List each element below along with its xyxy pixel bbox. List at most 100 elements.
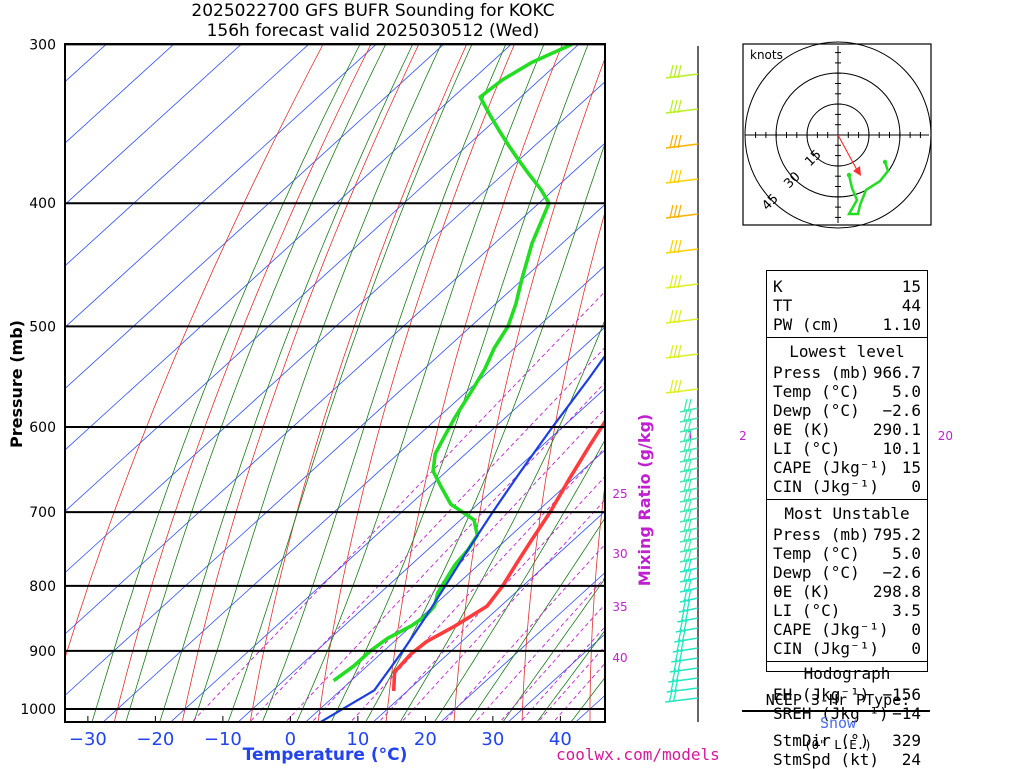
pressure-tick-label: 700	[29, 505, 56, 521]
moist-adiabat-line	[425, 44, 778, 736]
most-unstable-row: CIN (Jkg⁻¹)0	[767, 639, 927, 658]
isotherm-line	[425, 0, 1024, 736]
mixing-ratio-tick-label: 40	[612, 651, 627, 665]
most-unstable-row: θE (K)298.8	[767, 582, 927, 601]
dry-adiabat-line	[111, 0, 725, 736]
most-unstable-label: Temp (°C)	[773, 544, 860, 563]
wind-barb-flag	[670, 100, 673, 113]
mixing-ratio-tick-label: 20	[938, 429, 953, 443]
ptype-divider	[742, 710, 930, 712]
dry-adiabat-line	[1019, 0, 1024, 736]
dry-adiabat-line	[179, 0, 759, 736]
index-label: TT	[773, 296, 792, 315]
site-credit[interactable]: coolwx.com/models	[556, 745, 720, 764]
lowest-level-row: Press (mb)966.7	[767, 363, 927, 382]
mixing-ratio-tick-label: 25	[612, 487, 627, 501]
pressure-tick-label: 600	[29, 420, 56, 436]
lowest-level-label: CAPE (Jkg⁻¹)	[773, 458, 889, 477]
wind-barb	[677, 618, 698, 622]
wind-barb-flag	[670, 380, 673, 393]
chart-title-line1: 2025022700 GFS BUFR Sounding for KOKC	[191, 1, 554, 21]
isotherm-line	[0, 0, 872, 736]
most-unstable-row: Temp (°C) 5.0	[767, 544, 927, 563]
moist-adiabat-line	[290, 44, 544, 736]
lowest-level-value: 966.7	[873, 363, 921, 382]
mixing-ratio-line	[526, 203, 1002, 736]
most-unstable-value: 3.5	[892, 601, 921, 620]
pressure-tick-label: 800	[29, 579, 56, 595]
pressure-tick-label: 300	[29, 37, 56, 53]
index-label: K	[773, 277, 783, 296]
isotherm-line	[0, 0, 602, 736]
mixing-ratio-tick-label: 35	[612, 600, 627, 614]
most-unstable-label: CIN (Jkg⁻¹)	[773, 639, 879, 658]
moist-adiabat-line	[88, 44, 360, 736]
dry-adiabat-line	[248, 0, 795, 736]
temperature-tick-label: −10	[204, 729, 242, 750]
storm-motion-row: StmSpd (kt)24	[767, 750, 927, 769]
hodograph-title: Hodograph	[767, 662, 927, 685]
lowest-level-value: 10.1	[882, 439, 921, 458]
chart-title-line2: 156h forecast valid 2025030512 (Wed)	[207, 21, 540, 41]
hodograph-trace-start	[883, 160, 887, 164]
y-axis-label: Pressure (mb)	[7, 320, 26, 448]
temperature-tick-label: 30	[481, 729, 504, 750]
index-row: PW (cm) 1.10	[767, 315, 927, 334]
index-value: 15	[902, 277, 921, 296]
most-unstable-title: Most Unstable	[767, 500, 927, 525]
lowest-level-value: 15	[902, 458, 921, 477]
x-axis-label: Temperature (°C)	[243, 745, 408, 765]
lowest-level-label: θE (K)	[773, 420, 831, 439]
ptype-title: NCEP 3-Hr PType:	[748, 691, 928, 709]
mixing-ratio-line	[237, 203, 743, 736]
wind-barb-flag	[670, 310, 673, 323]
lowest-level-row: CIN (Jkg⁻¹)0	[767, 477, 927, 496]
lowest-level-value: 0	[911, 477, 921, 496]
most-unstable-row: CAPE (Jkg⁻¹)0	[767, 620, 927, 639]
pressure-tick-label: 1000	[20, 702, 56, 718]
index-value: 44	[902, 296, 921, 315]
temperature-tick-label: −20	[136, 729, 174, 750]
temperature-tick-label: −30	[69, 729, 107, 750]
ptype-liquid-equivalent: (0" L.E.)	[748, 737, 928, 752]
mixing-ratio-tick-label: 2	[739, 429, 747, 443]
wind-barb-flag	[670, 205, 673, 218]
wind-barb-flag	[670, 275, 673, 288]
pressure-tick-label: 900	[29, 644, 56, 660]
most-unstable-value: 5.0	[892, 544, 921, 563]
lowest-level-title: Lowest level	[767, 338, 927, 363]
moist-adiabat-line	[223, 44, 472, 736]
lowest-level-label: LI (°C)	[773, 439, 840, 458]
lowest-level-label: Press (mb)	[773, 363, 869, 382]
hodograph-units-label: knots	[750, 48, 783, 62]
indices-panel: K 15 TT 44 PW (cm) 1.10 Lowest level Press (m…	[766, 270, 928, 672]
lowest-level-row: CAPE (Jkg⁻¹) 15	[767, 458, 927, 477]
most-unstable-row: Press (mb)795.2	[767, 525, 927, 544]
wind-barb-flag	[670, 240, 673, 253]
dry-adiabat-line	[963, 0, 1024, 736]
moist-adiabat-line	[324, 44, 588, 736]
index-label: PW (cm)	[773, 315, 840, 334]
temperature-tick-label: 20	[414, 729, 437, 750]
lowest-level-value: 5.0	[892, 382, 921, 401]
most-unstable-row: Dewp (°C)−2.6	[767, 563, 927, 582]
lowest-level-row: Temp (°C) 5.0	[767, 382, 927, 401]
wind-barb-flag	[670, 65, 673, 78]
most-unstable-row: LI (°C)3.5	[767, 601, 927, 620]
pressure-tick-label: 500	[29, 319, 56, 335]
most-unstable-label: Dewp (°C)	[773, 563, 860, 582]
index-value: 1.10	[882, 315, 921, 334]
index-row: K 15	[767, 277, 927, 296]
index-row: TT 44	[767, 296, 927, 315]
moist-adiabat-line	[189, 44, 441, 736]
isotherm-line	[0, 0, 737, 736]
lowest-level-label: Temp (°C)	[773, 382, 860, 401]
most-unstable-value: 795.2	[873, 525, 921, 544]
lowest-level-label: Dewp (°C)	[773, 401, 860, 420]
wind-barb	[676, 628, 698, 632]
wind-barb-flag	[670, 170, 673, 183]
lowest-level-row: LI (°C) 10.1	[767, 439, 927, 458]
mixing-ratio-label: Mixing Ratio (g/kg)	[635, 414, 654, 586]
wind-barb-flag	[670, 135, 673, 148]
most-unstable-value: 0	[911, 620, 921, 639]
